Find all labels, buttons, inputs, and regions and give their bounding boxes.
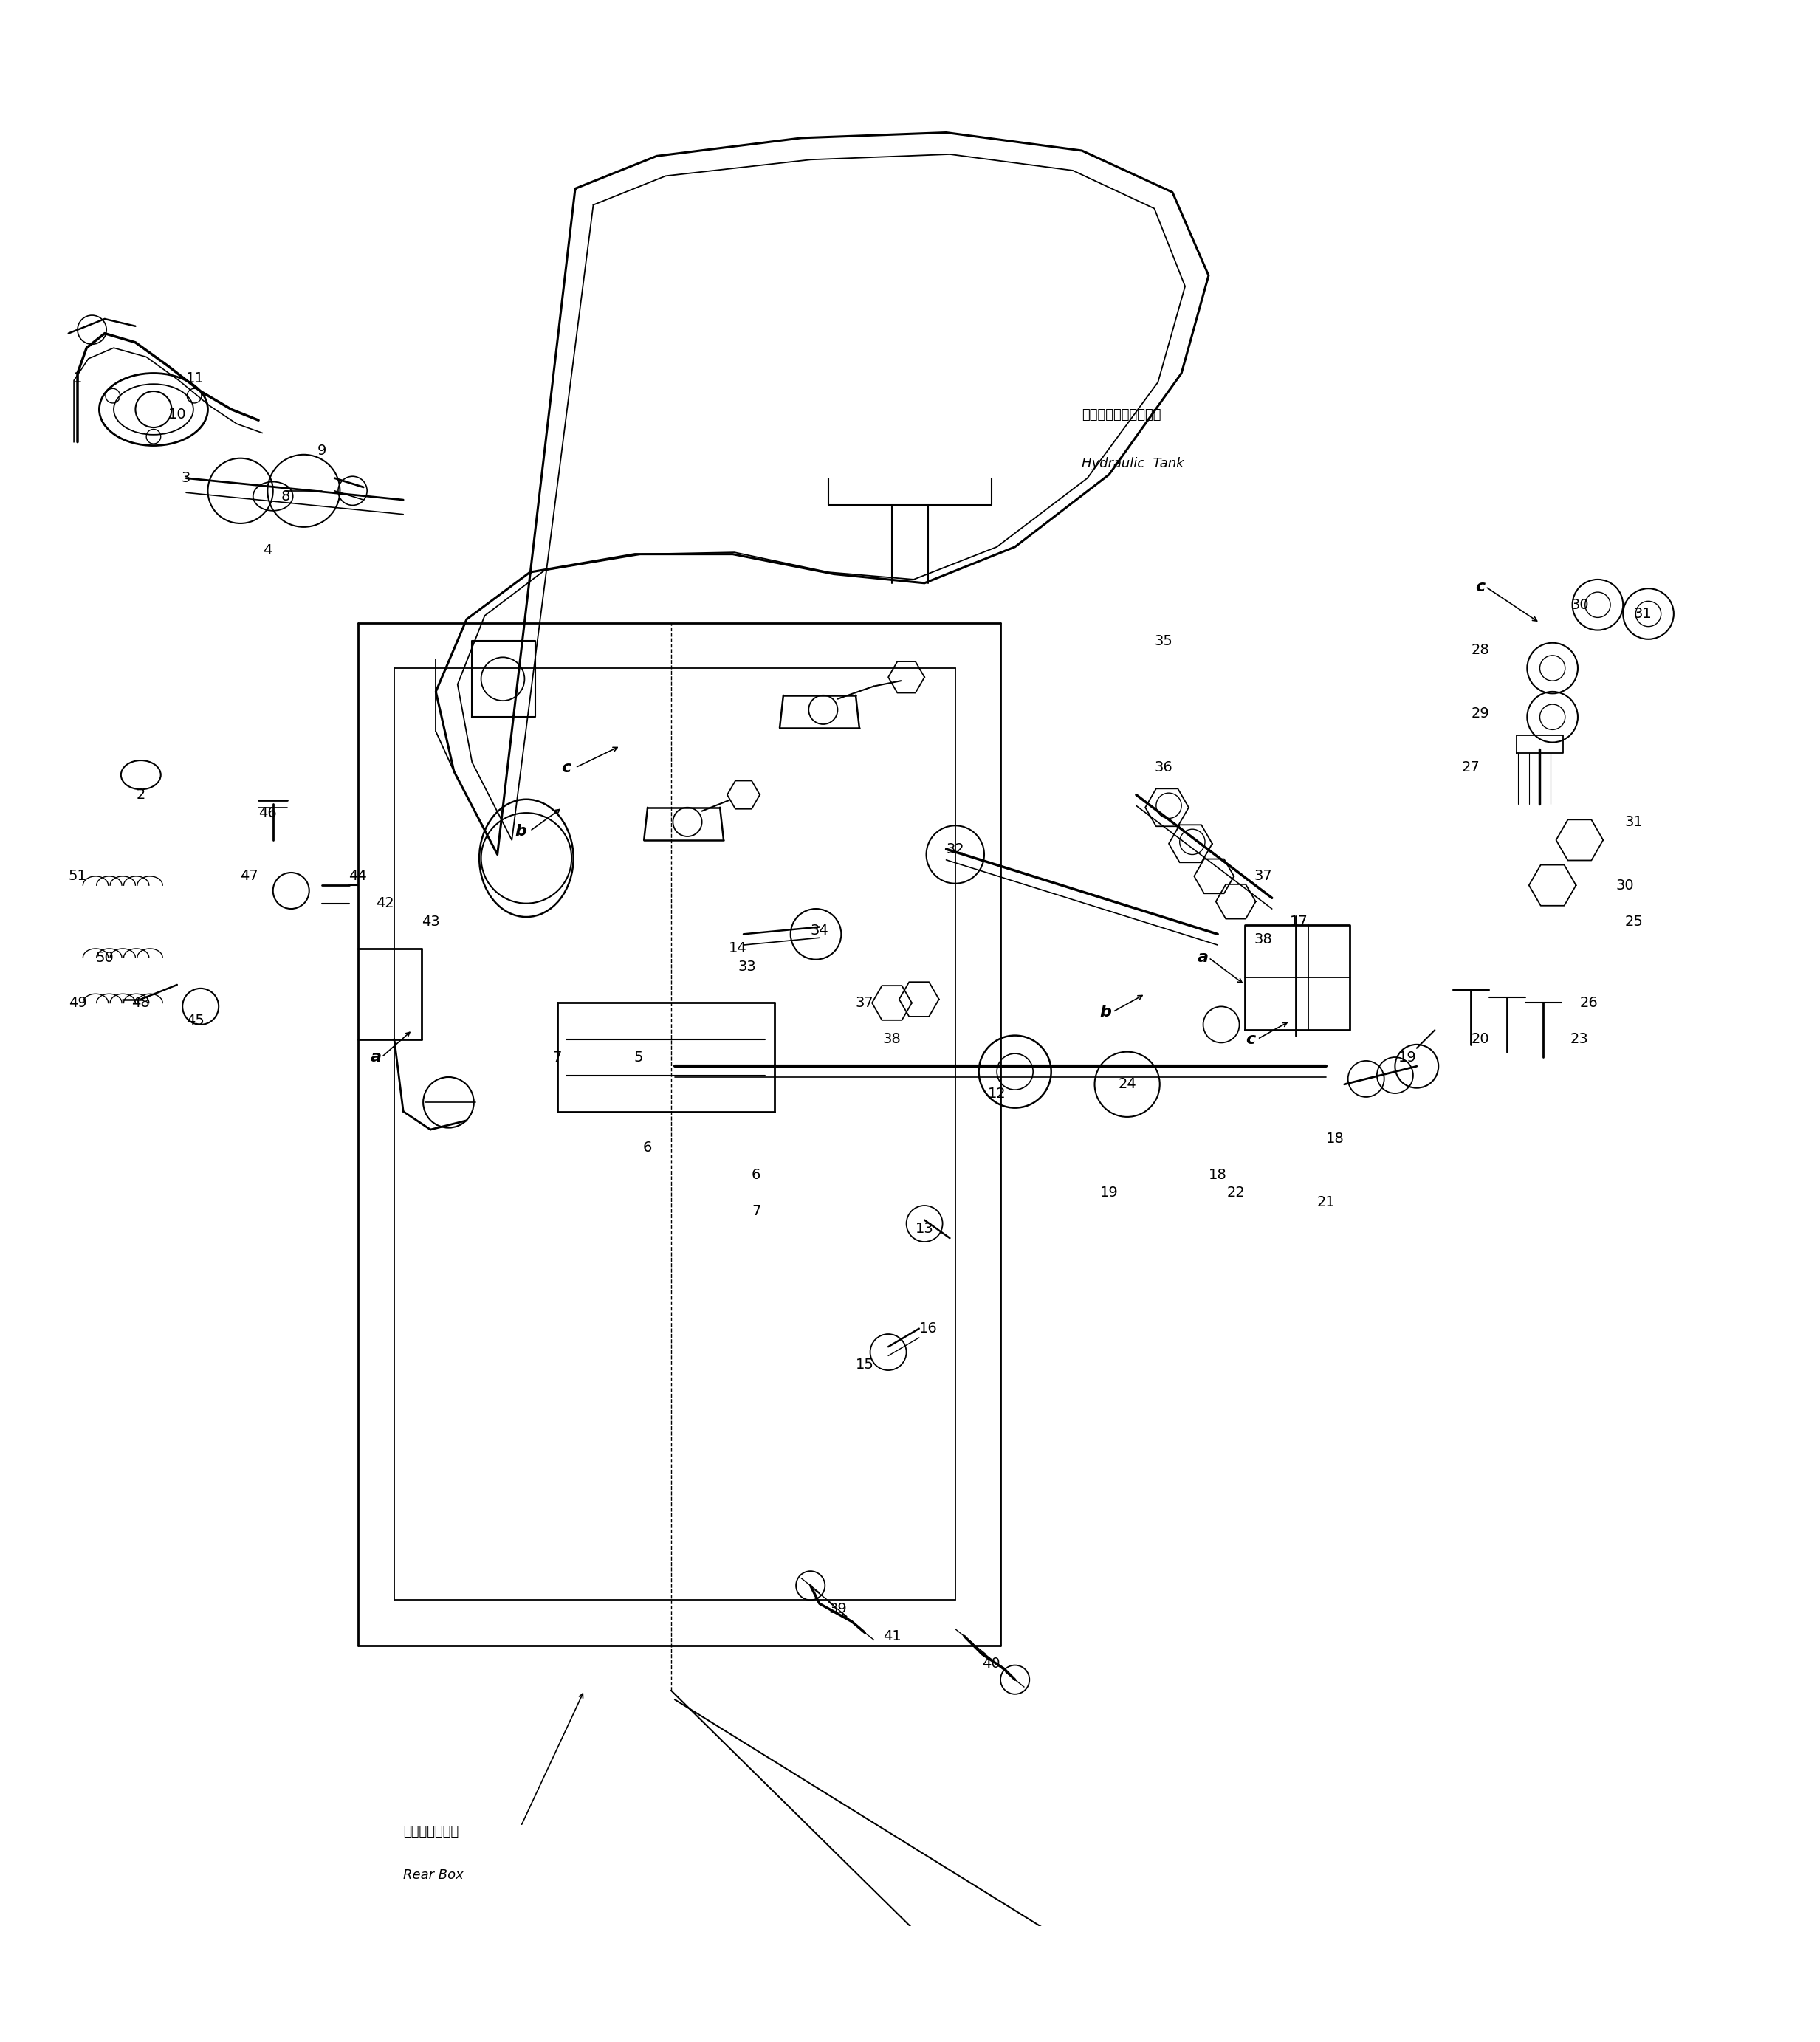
Text: 39: 39 — [828, 1603, 846, 1615]
Text: 22: 22 — [1227, 1186, 1245, 1201]
Text: 4: 4 — [262, 543, 273, 557]
Text: 10: 10 — [167, 408, 186, 423]
Text: a: a — [371, 1050, 382, 1064]
Text: 43: 43 — [420, 915, 440, 929]
Text: 31: 31 — [1634, 606, 1653, 621]
Text: リヤーボックス: リヤーボックス — [404, 1826, 459, 1838]
Text: 35: 35 — [1154, 633, 1172, 647]
Text: 11: 11 — [186, 372, 204, 386]
Text: 26: 26 — [1580, 996, 1598, 1011]
Text: 27: 27 — [1461, 762, 1480, 774]
Text: 3: 3 — [182, 472, 191, 486]
Text: 14: 14 — [730, 941, 748, 956]
Text: 49: 49 — [69, 996, 87, 1011]
Text: 23: 23 — [1571, 1031, 1589, 1046]
Text: 44: 44 — [349, 870, 368, 884]
Text: 1: 1 — [73, 372, 82, 386]
Text: 7: 7 — [752, 1205, 761, 1217]
Text: 24: 24 — [1117, 1078, 1136, 1090]
Text: 45: 45 — [186, 1015, 204, 1027]
Text: 40: 40 — [983, 1656, 1001, 1670]
Text: 2: 2 — [136, 788, 146, 803]
Text: 37: 37 — [1254, 870, 1272, 884]
Text: 12: 12 — [988, 1086, 1006, 1101]
Text: 29: 29 — [1471, 707, 1489, 721]
Text: 50: 50 — [95, 952, 115, 964]
Text: 51: 51 — [69, 870, 87, 884]
Text: 41: 41 — [883, 1630, 901, 1644]
Text: 37: 37 — [855, 996, 874, 1011]
Text: 19: 19 — [1398, 1050, 1416, 1064]
Text: Rear Box: Rear Box — [404, 1868, 464, 1883]
Text: b: b — [515, 823, 526, 839]
Text: 9: 9 — [317, 443, 326, 457]
Text: 16: 16 — [919, 1321, 937, 1335]
Text: 30: 30 — [1616, 878, 1634, 892]
Text: 32: 32 — [946, 841, 965, 856]
Text: 42: 42 — [377, 896, 395, 911]
Text: 20: 20 — [1471, 1031, 1489, 1046]
Text: 15: 15 — [855, 1358, 874, 1372]
Text: c: c — [1476, 580, 1485, 594]
Text: 31: 31 — [1625, 815, 1643, 829]
Text: Hydraulic  Tank: Hydraulic Tank — [1081, 457, 1185, 470]
Text: 38: 38 — [883, 1031, 901, 1046]
Text: 48: 48 — [131, 996, 149, 1011]
Text: 18: 18 — [1208, 1168, 1227, 1182]
Text: 6: 6 — [752, 1168, 761, 1182]
Text: a: a — [1198, 950, 1208, 966]
Text: 18: 18 — [1327, 1131, 1345, 1146]
Text: 5: 5 — [633, 1050, 642, 1064]
Text: 30: 30 — [1571, 598, 1589, 613]
Text: 7: 7 — [553, 1050, 562, 1064]
Text: 28: 28 — [1471, 643, 1489, 658]
Text: 13: 13 — [915, 1221, 934, 1235]
Text: c: c — [1245, 1031, 1256, 1046]
Text: 17: 17 — [1290, 915, 1309, 929]
Text: ハイドロリックタンク: ハイドロリックタンク — [1081, 408, 1161, 421]
Text: 21: 21 — [1318, 1195, 1336, 1209]
Text: 25: 25 — [1625, 915, 1643, 929]
Text: 46: 46 — [258, 807, 277, 821]
Text: 33: 33 — [737, 960, 757, 974]
Text: 19: 19 — [1099, 1186, 1117, 1201]
Circle shape — [135, 392, 171, 427]
Text: c: c — [561, 760, 571, 776]
Text: 47: 47 — [240, 870, 258, 884]
Text: 36: 36 — [1154, 762, 1172, 774]
Text: 34: 34 — [810, 923, 828, 937]
Text: 8: 8 — [280, 490, 289, 502]
Text: 38: 38 — [1254, 933, 1272, 947]
Text: 6: 6 — [642, 1141, 652, 1154]
Text: b: b — [1099, 1005, 1112, 1019]
